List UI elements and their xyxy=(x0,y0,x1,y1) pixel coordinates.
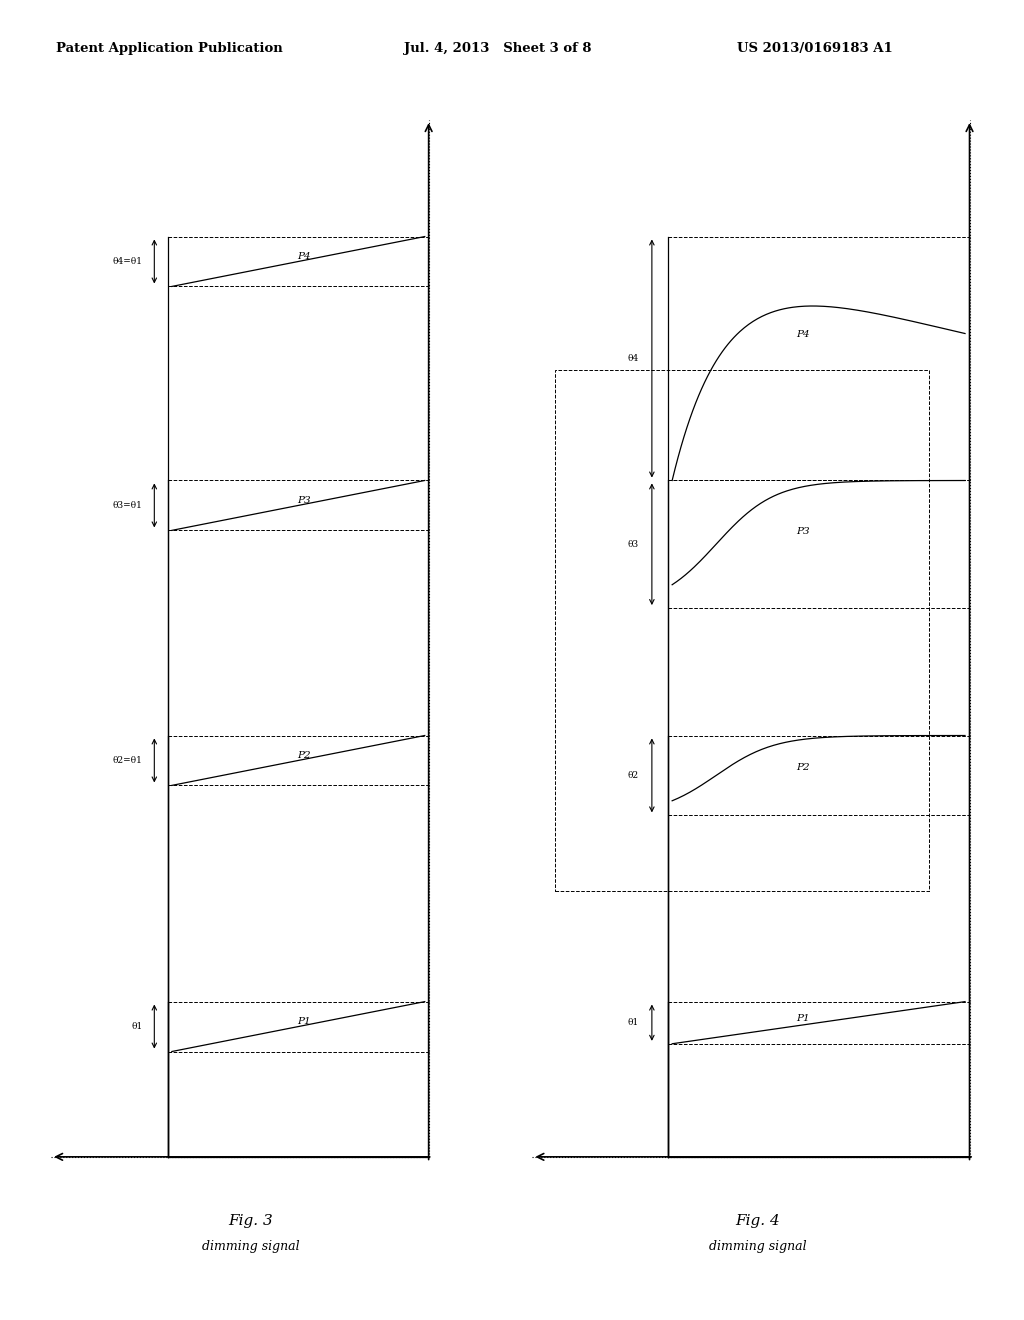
Text: θ3=θ1: θ3=θ1 xyxy=(113,500,142,510)
Text: P1: P1 xyxy=(796,1014,810,1023)
Text: dimming signal: dimming signal xyxy=(202,1239,300,1253)
Text: P4: P4 xyxy=(297,252,311,261)
Text: θ4: θ4 xyxy=(627,354,638,363)
Text: P4: P4 xyxy=(796,330,810,339)
Text: Patent Application Publication: Patent Application Publication xyxy=(56,42,283,55)
Text: US 2013/0169183 A1: US 2013/0169183 A1 xyxy=(737,42,893,55)
Text: θ4=θ1: θ4=θ1 xyxy=(113,257,142,267)
Text: Fig. 3: Fig. 3 xyxy=(228,1214,273,1228)
Text: Jul. 4, 2013   Sheet 3 of 8: Jul. 4, 2013 Sheet 3 of 8 xyxy=(404,42,592,55)
Text: P3: P3 xyxy=(297,496,311,506)
Text: dimming signal: dimming signal xyxy=(709,1239,807,1253)
Text: θ2=θ1: θ2=θ1 xyxy=(113,756,142,766)
Text: P3: P3 xyxy=(796,527,810,536)
Text: P1: P1 xyxy=(297,1018,311,1026)
Text: θ2: θ2 xyxy=(628,771,638,780)
Text: P2: P2 xyxy=(796,763,810,772)
Text: Fig. 4: Fig. 4 xyxy=(735,1214,780,1228)
Text: θ3: θ3 xyxy=(628,540,638,549)
Text: θ1: θ1 xyxy=(627,1018,638,1027)
Bar xyxy=(555,370,929,891)
Text: θ1: θ1 xyxy=(131,1022,142,1031)
Text: P2: P2 xyxy=(297,751,311,760)
